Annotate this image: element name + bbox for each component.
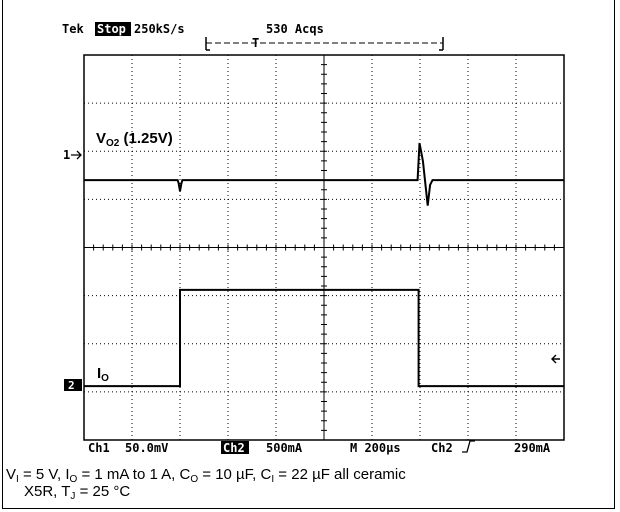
caption-line-1: VI = 5 V, IO = 1 mA to 1 A, CO = 10 µF, … xyxy=(6,466,406,485)
ch2-name: Ch2 xyxy=(223,441,245,455)
ch1-trace-label: VO2 (1.25V) xyxy=(96,130,173,149)
timebase: M 200µs xyxy=(350,441,401,455)
ch2-badge xyxy=(221,441,249,454)
scope-readout: Ch1 50.0mV Ch2 500mA M 200µs Ch2 290mA xyxy=(88,440,551,455)
record-position-bracket: T xyxy=(205,36,444,51)
graticule-grid xyxy=(84,55,564,440)
caption-line-2: X5R, TJ = 25 °C xyxy=(24,483,131,502)
ch2-current-trace xyxy=(84,288,564,388)
ch2-scale: 500mA xyxy=(266,441,303,455)
brand-label: Tek xyxy=(62,22,84,36)
oscilloscope-screen: Tek Stop 250kS/s 530 Acqs T VO2 (1.25V) … xyxy=(62,22,565,455)
acquisition-state: Stop xyxy=(97,22,126,36)
svg-text:2: 2 xyxy=(68,379,75,392)
trigger-source: Ch2 xyxy=(431,441,453,455)
svg-text:1: 1 xyxy=(63,148,70,162)
stop-badge xyxy=(95,22,131,36)
ch2-trace-label: IO xyxy=(97,365,109,384)
ch2-ground-marker: 2 xyxy=(64,379,82,392)
ch1-ground-marker: 1 xyxy=(63,148,82,162)
sample-rate: 250kS/s xyxy=(134,22,185,36)
ch1-scale: 50.0mV xyxy=(125,441,168,455)
acquisition-count: 530 Acqs xyxy=(266,22,324,36)
trigger-level: 290mA xyxy=(514,441,551,455)
trigger-slope-icon xyxy=(462,440,475,453)
trigger-position-marker: T xyxy=(252,36,259,50)
ch1-name: Ch1 xyxy=(88,441,110,455)
trigger-level-marker xyxy=(551,354,560,364)
test-conditions-caption: VI = 5 V, IO = 1 mA to 1 A, CO = 10 µF, … xyxy=(6,466,606,502)
ch1-voltage-trace xyxy=(84,142,564,206)
